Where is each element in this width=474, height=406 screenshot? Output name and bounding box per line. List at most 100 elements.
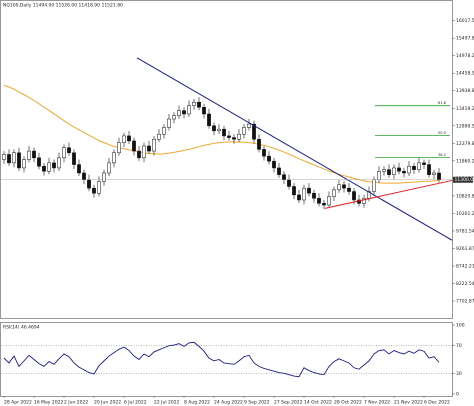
candle-body	[347, 187, 351, 192]
candle-body	[192, 101, 196, 106]
candle-body	[427, 164, 431, 175]
x-tick-label: 8 Aug 2022	[184, 400, 210, 406]
candle-body	[377, 171, 381, 180]
candle-body	[422, 162, 426, 165]
y-tick-label: 10301.21	[456, 211, 474, 217]
x-tick-label: 24 Aug 2022	[214, 400, 243, 406]
y-tick-label: 11860.21	[456, 158, 474, 164]
x-tick-label: 14 Oct 2022	[304, 400, 332, 406]
main-pane	[0, 0, 453, 319]
y-tick-label: 8222.54	[456, 281, 474, 287]
y-tick-label: 13419.21	[456, 106, 474, 112]
candle-body	[262, 149, 266, 157]
y-tick-label: 13938.87	[456, 88, 474, 94]
candle-body	[152, 139, 156, 152]
x-tick-label: 7 Nov 2022	[364, 400, 390, 406]
candle-body	[97, 181, 101, 194]
candle-body	[252, 123, 256, 140]
x-tick-label: 22 Jul 2022	[154, 400, 180, 406]
candle-body	[232, 137, 236, 140]
trendline	[324, 179, 453, 209]
candle-body	[242, 127, 246, 135]
candle-body	[437, 172, 441, 180]
candle-body	[167, 118, 171, 128]
candle-body	[362, 198, 366, 204]
candle-body	[267, 155, 271, 162]
candle-body	[277, 167, 281, 175]
y-tick-label: 12899.54	[456, 123, 474, 129]
candle-body	[342, 184, 346, 189]
indicator-pane	[0, 322, 453, 397]
candle-body	[282, 174, 286, 180]
candle-body	[292, 186, 296, 196]
y-tick-label: 14978.21	[456, 53, 474, 59]
candle-body	[352, 191, 356, 201]
candle-body	[407, 165, 411, 174]
candle-body	[272, 160, 276, 169]
candle-body	[182, 110, 186, 115]
last-price-label: 11300.00	[455, 177, 474, 183]
candle-body	[122, 135, 126, 143]
candle-body	[287, 179, 291, 187]
candle-body	[52, 162, 56, 169]
x-tick-label: 6 Jul 2022	[124, 400, 147, 406]
x-tick-label: 21 Nov 2022	[394, 400, 423, 406]
candle-body	[327, 196, 331, 206]
candle-body	[72, 152, 76, 165]
candle-body	[217, 128, 221, 132]
candle-body	[2, 154, 6, 160]
y-tick-label: 10820.87	[456, 193, 474, 199]
y-tick-label: 100	[456, 323, 465, 329]
indicator-title: RSI(14) 46.4694	[3, 325, 40, 331]
trendline	[136, 57, 453, 241]
candle-body	[297, 194, 301, 201]
candle-body	[197, 101, 201, 108]
y-tick-label: 9781.54	[456, 228, 474, 234]
x-tick-label: 20 Jun 2022	[94, 400, 121, 406]
moving-average	[3, 84, 440, 184]
x-tick-label: 2 Jun 2022	[64, 400, 88, 406]
y-tick-label: 14458.54	[456, 71, 474, 77]
candle-body	[237, 133, 241, 140]
candle-body	[47, 162, 51, 172]
y-tick-label: 12379.87	[456, 141, 474, 147]
chart-title: NQ100,Daily 11494.00 11526.00 11418.90 1…	[3, 3, 123, 9]
candle-body	[137, 150, 141, 159]
candle-body	[62, 147, 66, 159]
y-tick-label: 8742.21	[456, 263, 474, 269]
candle-body	[57, 157, 61, 169]
level-label: 38.2	[438, 153, 446, 157]
candle-body	[77, 164, 81, 174]
candle-body	[42, 165, 46, 172]
level-label: 61.8	[438, 101, 446, 105]
y-tick-label: 9261.87	[456, 246, 474, 252]
candle-body	[227, 135, 231, 138]
candle-body	[162, 127, 166, 135]
candle-body	[7, 154, 11, 164]
candle-body	[92, 187, 96, 194]
candle-body	[317, 198, 321, 204]
candle-body	[257, 139, 261, 150]
candle-body	[202, 106, 206, 115]
candle-body	[222, 128, 226, 137]
candle-body	[412, 165, 416, 170]
candle-body	[432, 172, 436, 175]
candle-body	[17, 152, 21, 169]
y-tick-label: 7702.87	[456, 299, 474, 305]
candle-body	[172, 115, 176, 120]
candle-body	[107, 162, 111, 174]
candle-body	[387, 169, 391, 175]
x-tick-label: 9 Sep 2022	[244, 400, 270, 406]
candle-body	[212, 125, 216, 132]
candle-body	[312, 192, 316, 199]
candle-body	[37, 157, 41, 167]
candle-body	[112, 152, 116, 164]
candle-body	[417, 162, 421, 170]
candle-body	[32, 150, 36, 159]
x-tick-label: 6 Dec 2022	[424, 400, 450, 406]
candle-body	[397, 167, 401, 172]
candle-body	[142, 145, 146, 159]
x-tick-label: 27 Sep 2022	[274, 400, 303, 406]
y-tick-label: 16017.55	[456, 18, 474, 24]
